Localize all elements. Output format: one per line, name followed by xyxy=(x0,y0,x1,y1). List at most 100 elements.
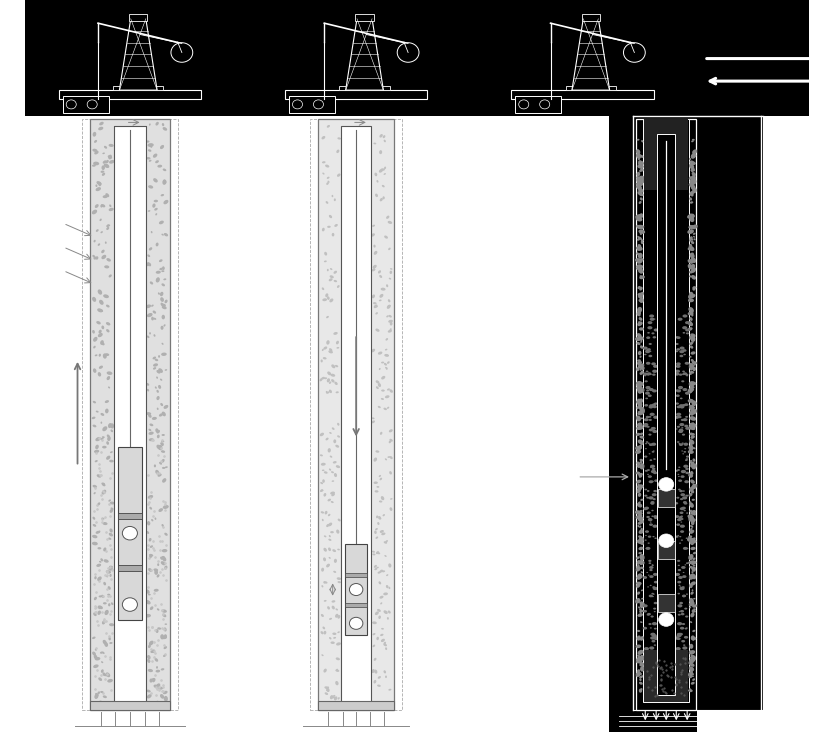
Ellipse shape xyxy=(376,180,379,182)
Point xyxy=(103,511,116,523)
Point xyxy=(90,615,103,627)
Ellipse shape xyxy=(693,267,696,270)
Ellipse shape xyxy=(640,656,643,659)
Ellipse shape xyxy=(675,369,680,373)
Point xyxy=(122,610,135,622)
Ellipse shape xyxy=(640,341,642,342)
Ellipse shape xyxy=(677,622,682,626)
Ellipse shape xyxy=(689,244,692,248)
Point xyxy=(113,569,127,581)
Circle shape xyxy=(122,526,137,540)
Point xyxy=(342,541,355,553)
Ellipse shape xyxy=(98,677,102,681)
Point xyxy=(96,493,109,505)
Ellipse shape xyxy=(92,164,96,167)
Point xyxy=(158,623,171,635)
Ellipse shape xyxy=(637,592,640,595)
Ellipse shape xyxy=(161,459,164,463)
Ellipse shape xyxy=(639,664,643,666)
Ellipse shape xyxy=(675,351,678,352)
Ellipse shape xyxy=(379,517,381,520)
Ellipse shape xyxy=(685,628,687,629)
Ellipse shape xyxy=(639,463,644,469)
Point xyxy=(142,498,155,510)
Ellipse shape xyxy=(151,317,154,321)
Ellipse shape xyxy=(687,538,694,542)
Ellipse shape xyxy=(678,569,681,572)
Ellipse shape xyxy=(639,229,645,234)
Ellipse shape xyxy=(685,373,688,376)
Ellipse shape xyxy=(692,286,696,288)
Ellipse shape xyxy=(690,225,691,228)
Point xyxy=(89,602,102,614)
Ellipse shape xyxy=(691,567,695,569)
Ellipse shape xyxy=(692,638,695,641)
Ellipse shape xyxy=(109,623,114,626)
Ellipse shape xyxy=(639,602,645,607)
Ellipse shape xyxy=(691,613,695,617)
Ellipse shape xyxy=(685,362,690,365)
Ellipse shape xyxy=(149,247,153,251)
Point xyxy=(157,569,170,581)
Ellipse shape xyxy=(650,501,654,504)
Ellipse shape xyxy=(689,650,691,654)
Ellipse shape xyxy=(325,438,328,440)
Ellipse shape xyxy=(636,149,640,155)
Ellipse shape xyxy=(377,609,380,612)
Ellipse shape xyxy=(680,521,682,523)
Ellipse shape xyxy=(381,628,384,629)
Ellipse shape xyxy=(163,168,166,171)
Point xyxy=(342,416,355,428)
Ellipse shape xyxy=(649,627,652,629)
Ellipse shape xyxy=(649,343,652,345)
Ellipse shape xyxy=(638,439,644,445)
Point xyxy=(136,662,149,674)
Ellipse shape xyxy=(153,153,158,158)
Point xyxy=(336,411,349,423)
Ellipse shape xyxy=(690,644,693,649)
Ellipse shape xyxy=(154,208,158,210)
Ellipse shape xyxy=(693,608,696,610)
Ellipse shape xyxy=(693,565,696,566)
Point xyxy=(128,437,142,449)
Ellipse shape xyxy=(638,286,641,289)
Bar xyxy=(644,119,689,189)
Point xyxy=(126,565,139,577)
Ellipse shape xyxy=(682,647,687,650)
Ellipse shape xyxy=(691,682,695,685)
Ellipse shape xyxy=(690,531,693,534)
Point xyxy=(122,461,135,473)
Ellipse shape xyxy=(653,587,658,590)
Point xyxy=(105,550,118,562)
Ellipse shape xyxy=(685,481,687,482)
Point xyxy=(145,655,158,667)
Point xyxy=(154,674,168,686)
Ellipse shape xyxy=(637,424,641,427)
Point xyxy=(153,566,167,578)
Point xyxy=(110,294,123,306)
Ellipse shape xyxy=(683,572,685,573)
Ellipse shape xyxy=(328,279,333,282)
Ellipse shape xyxy=(678,565,680,566)
Ellipse shape xyxy=(637,540,642,544)
Ellipse shape xyxy=(110,529,113,532)
Ellipse shape xyxy=(377,552,380,554)
Ellipse shape xyxy=(680,406,685,409)
Point xyxy=(123,463,137,475)
Ellipse shape xyxy=(692,656,696,659)
Ellipse shape xyxy=(643,605,648,608)
Ellipse shape xyxy=(637,484,644,489)
Point xyxy=(119,462,132,474)
Ellipse shape xyxy=(639,663,644,666)
Ellipse shape xyxy=(99,561,101,562)
Ellipse shape xyxy=(326,686,329,689)
Ellipse shape xyxy=(334,382,338,385)
Point xyxy=(128,152,142,164)
Ellipse shape xyxy=(153,204,156,208)
Ellipse shape xyxy=(384,641,386,644)
Point xyxy=(130,676,143,688)
Ellipse shape xyxy=(98,127,103,131)
Ellipse shape xyxy=(685,456,689,457)
Ellipse shape xyxy=(648,518,653,521)
Ellipse shape xyxy=(109,204,111,207)
